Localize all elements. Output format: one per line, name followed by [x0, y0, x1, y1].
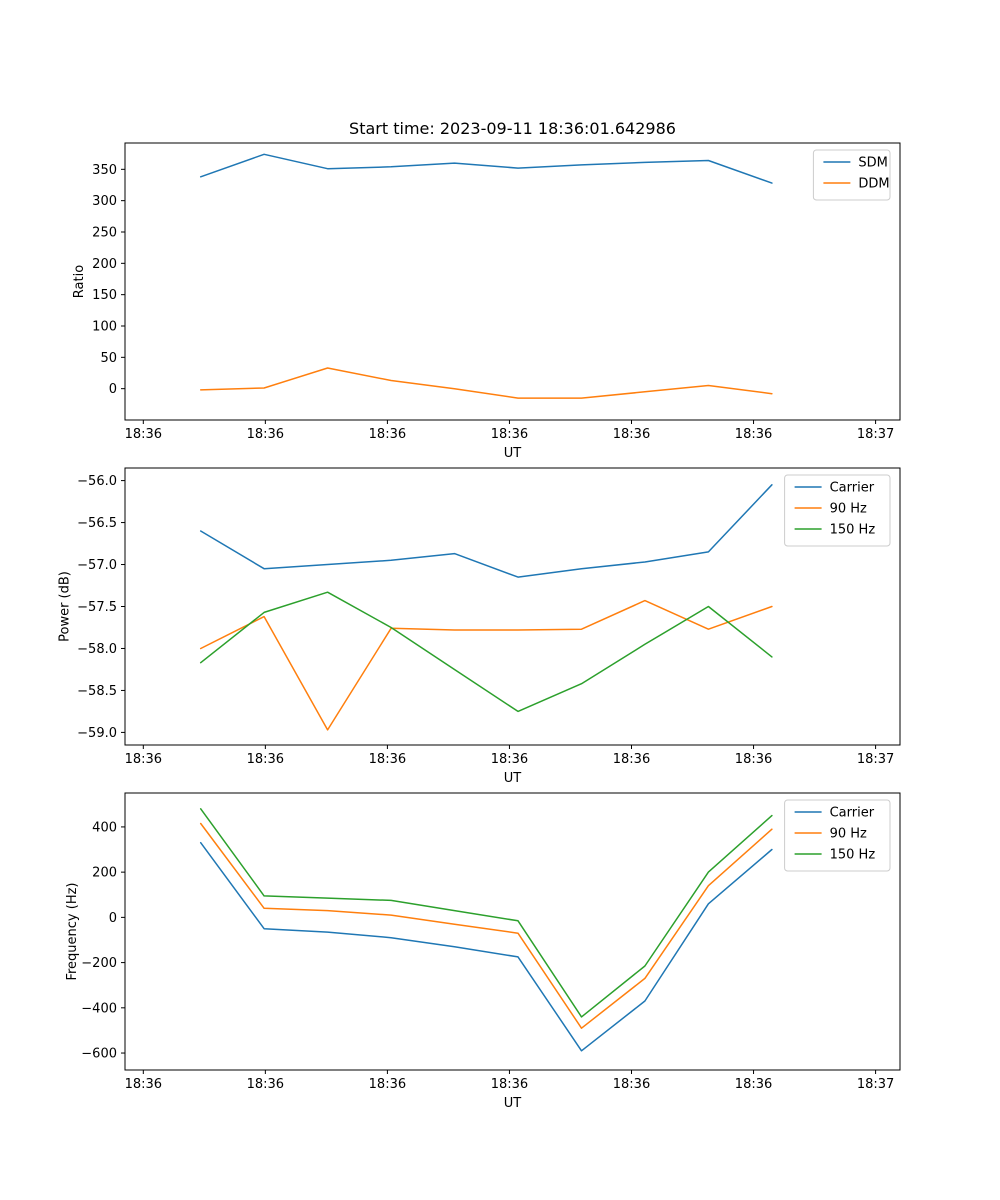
legend-label-carrier: Carrier [830, 806, 875, 821]
axes-frame [124, 142, 901, 421]
x-tick-label: 18:36 [613, 1077, 650, 1092]
figure-title: Start time: 2023-09-11 18:36:01.642986 [349, 119, 676, 138]
x-tick-label: 18:36 [735, 1077, 772, 1092]
y-tick-label: −56.0 [77, 474, 117, 489]
series-line-150-hz [199, 808, 773, 1018]
y-tick-label: 200 [92, 257, 117, 272]
x-tick-label: 18:36 [735, 752, 772, 767]
x-tick-label: 18:36 [125, 427, 162, 442]
x-tick-label: 18:36 [125, 752, 162, 767]
subplot-frequency-hz: 18:36 18:36 18:36 18:36 18:36 18:36 18:37 −600 −… [65, 792, 901, 1111]
series-line-carrier [199, 841, 773, 1052]
legend-label-90-hz: 90 Hz [830, 827, 867, 842]
x-tick-label: 18:36 [125, 1077, 162, 1092]
x-tick-label: 18:36 [613, 427, 650, 442]
legend: Carrier 90 Hz 150 Hz [784, 474, 891, 547]
axes-frame [124, 467, 901, 746]
x-tick-label: 18:37 [857, 752, 894, 767]
y-tick-label: −58.0 [77, 642, 117, 657]
x-axis-label: UT [504, 771, 522, 786]
legend-label-carrier: Carrier [830, 481, 875, 496]
y-tick-label: 0 [109, 911, 117, 926]
y-tick-label: 100 [92, 319, 117, 334]
subplot-ratio: 18:36 18:36 18:36 18:36 18:36 18:36 18:37 0 50 10… [72, 142, 901, 461]
x-tick-label: 18:36 [247, 1077, 284, 1092]
legend: Carrier 90 Hz 150 Hz [784, 799, 891, 872]
legend-label-150-hz: 150 Hz [830, 523, 876, 538]
series-line-sdm [199, 153, 773, 184]
y-tick-label: −58.5 [77, 684, 117, 699]
y-tick-label: −57.0 [77, 558, 117, 573]
y-tick-label: −400 [81, 1001, 117, 1016]
x-tick-label: 18:36 [369, 427, 406, 442]
y-axis-label: Ratio [72, 265, 87, 298]
y-tick-label: 0 [109, 382, 117, 397]
y-tick-label: −56.5 [77, 516, 117, 531]
x-tick-label: 18:36 [491, 1077, 528, 1092]
x-tick-label: 18:36 [247, 752, 284, 767]
y-tick-label: −59.0 [77, 726, 117, 741]
legend-label-150-hz: 150 Hz [830, 848, 876, 863]
x-tick-label: 18:36 [735, 427, 772, 442]
legend-label-ddm: DDM [858, 177, 889, 192]
y-tick-label: 150 [92, 288, 117, 303]
y-tick-label: 350 [92, 163, 117, 178]
series-line-150-hz [199, 591, 773, 713]
x-axis-label: UT [504, 446, 522, 461]
y-tick-label: −600 [81, 1047, 117, 1062]
y-tick-label: 200 [92, 866, 117, 881]
x-tick-label: 18:37 [857, 427, 894, 442]
legend-label-sdm: SDM [858, 156, 887, 171]
x-tick-label: 18:37 [857, 1077, 894, 1092]
x-tick-label: 18:36 [491, 427, 528, 442]
y-axis-label: Power (dB) [58, 571, 73, 642]
x-tick-label: 18:36 [369, 752, 406, 767]
y-tick-label: 250 [92, 225, 117, 240]
x-tick-label: 18:36 [491, 752, 528, 767]
series-line-90-hz [199, 599, 773, 731]
axes-frame [124, 792, 901, 1071]
y-axis-label: Frequency (Hz) [65, 882, 80, 980]
x-tick-label: 18:36 [369, 1077, 406, 1092]
x-axis-label: UT [504, 1096, 522, 1111]
legend: SDM DDM [812, 149, 891, 201]
y-tick-label: 300 [92, 194, 117, 209]
y-tick-label: −200 [81, 956, 117, 971]
y-tick-label: 50 [100, 351, 117, 366]
subplot-power-db: 18:36 18:36 18:36 18:36 18:36 18:36 18:37 −59.0… [58, 467, 901, 786]
x-tick-label: 18:36 [613, 752, 650, 767]
series-line-ddm [199, 367, 773, 399]
x-tick-label: 18:36 [247, 427, 284, 442]
y-tick-label: −57.5 [77, 600, 117, 615]
series-line-carrier [199, 484, 773, 578]
series-line-90-hz [199, 822, 773, 1029]
legend-label-90-hz: 90 Hz [830, 502, 867, 517]
y-tick-label: 400 [92, 820, 117, 835]
